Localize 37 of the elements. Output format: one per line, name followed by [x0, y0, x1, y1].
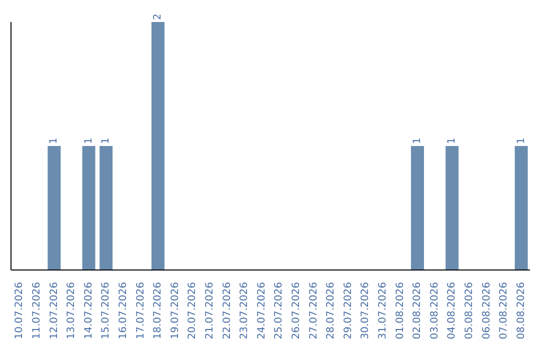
x-tick-label: 23.07.2026 — [239, 282, 250, 340]
x-tick-label: 24.07.2026 — [256, 282, 268, 340]
x-tick-label: 10.07.2026 — [14, 282, 26, 340]
x-tick-label: 17.07.2026 — [135, 282, 146, 340]
x-tick-label: 21.07.2026 — [204, 282, 216, 340]
x-tick-label: 19.07.2026 — [170, 282, 181, 340]
x-tick-label: 02.08.2026 — [412, 282, 424, 340]
x-tick-label: 30.07.2026 — [360, 282, 372, 340]
data-label: 1 — [516, 138, 527, 144]
x-tick-label: 03.08.2026 — [429, 282, 440, 340]
data-label: 1 — [412, 138, 423, 144]
x-tick-label: 18.07.2026 — [152, 282, 164, 340]
x-tick-label: 05.08.2026 — [464, 282, 475, 340]
data-label: 1 — [83, 138, 94, 144]
data-label: 2 — [152, 14, 164, 20]
x-tick-label: 28.07.2026 — [326, 282, 337, 340]
x-tick-label: 31.07.2026 — [377, 282, 388, 340]
x-tick-label: 14.07.2026 — [83, 282, 94, 340]
data-label: 1 — [48, 138, 60, 144]
x-tick-label: 01.08.2026 — [394, 282, 406, 340]
x-tick-label: 07.08.2026 — [498, 282, 510, 340]
x-tick-label: 12.07.2026 — [48, 282, 60, 340]
x-tick-label: 29.07.2026 — [342, 282, 354, 340]
x-tick-label: 22.07.2026 — [222, 282, 233, 340]
x-tick-label: 20.07.2026 — [187, 282, 198, 340]
x-tick-label: 15.07.2026 — [100, 282, 112, 340]
x-tick-label: 25.07.2026 — [274, 282, 285, 340]
x-tick-label: 04.08.2026 — [446, 282, 458, 340]
x-tick-label: 06.08.2026 — [481, 282, 492, 340]
x-tick-label: 11.07.2026 — [31, 282, 42, 340]
x-tick-label: 08.08.2026 — [516, 282, 527, 340]
data-label: 1 — [446, 138, 458, 144]
x-tick-label: 13.07.2026 — [66, 282, 78, 340]
x-tick-label: 16.07.2026 — [118, 282, 129, 340]
data-label: 1 — [100, 138, 112, 144]
x-tick-label: 27.07.2026 — [308, 282, 320, 340]
x-tick-label: 26.07.2026 — [290, 282, 302, 340]
